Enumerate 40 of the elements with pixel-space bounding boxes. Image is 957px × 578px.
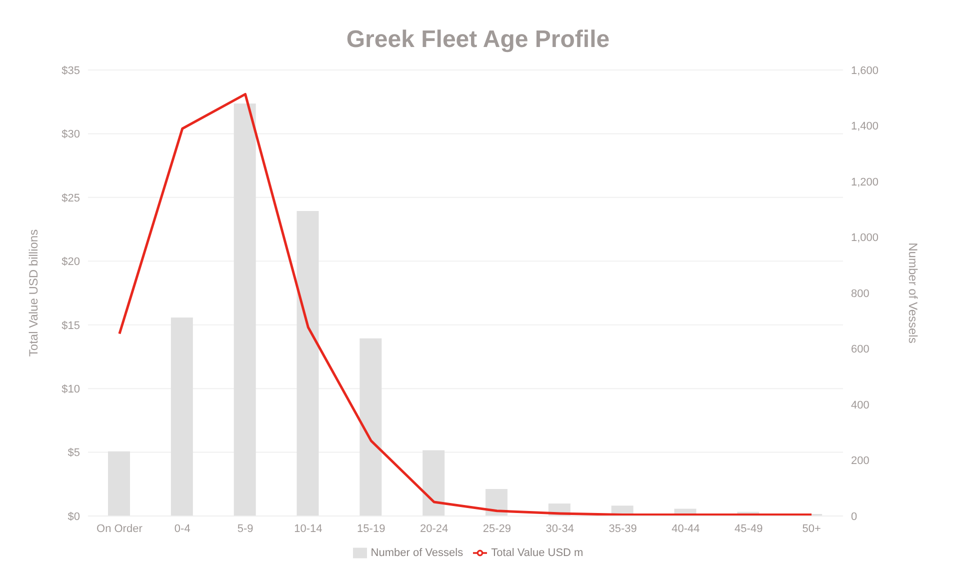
chart-title: Greek Fleet Age Profile: [345, 25, 611, 55]
x-tick-label: 25-29: [482, 522, 512, 535]
x-tick-label: 35-39: [608, 522, 637, 535]
x-tick-label: 40-44: [672, 522, 700, 535]
x-tick-label: 30-34: [546, 522, 574, 535]
bar: [422, 450, 445, 516]
y-tick-label: $35: [62, 64, 80, 77]
y2-tick-label: 200: [851, 455, 870, 468]
x-tick-label: 45-49: [734, 522, 763, 535]
x-tick-label: 5-9: [237, 522, 254, 535]
y-tick-label: $30: [62, 128, 80, 141]
bar: [170, 318, 193, 516]
x-tick-label: 20-24: [420, 522, 448, 535]
y-tick-label: $15: [62, 320, 80, 332]
bar: [360, 338, 382, 516]
y2-tick-label: 400: [851, 399, 870, 412]
y2-tick-label: 1,200: [851, 176, 879, 188]
y2-tick-label: 600: [851, 344, 870, 356]
y-tick-label: $20: [62, 256, 80, 268]
y2-tick-label: 1,400: [851, 120, 879, 133]
bar: [108, 451, 130, 516]
y-tick-label: $10: [62, 383, 80, 396]
x-tick-label: On Order: [96, 522, 143, 535]
bar: [296, 211, 319, 516]
y-tick-label: $0: [68, 510, 80, 523]
y2-tick-label: 1,000: [851, 232, 879, 244]
legend-label: Number of Vessels: [370, 546, 464, 559]
y2-tick-label: 1,600: [851, 64, 879, 77]
y-axis-title: Total Value USD billions: [26, 229, 40, 357]
y-tick-label: $5: [68, 447, 80, 460]
y2-tick-label: 800: [851, 288, 870, 300]
x-tick-label: 15-19: [357, 522, 386, 535]
y-tick-label: $25: [62, 192, 80, 204]
bar: [234, 103, 256, 516]
x-tick-label: 10-14: [294, 522, 322, 535]
y2-axis-title: Number of Vessels: [906, 242, 920, 344]
x-tick-label: 0-4: [174, 522, 190, 535]
y2-tick-label: 0: [851, 510, 858, 523]
legend-label: Total Value USD m: [491, 546, 584, 559]
x-tick-label: 50+: [802, 522, 821, 535]
